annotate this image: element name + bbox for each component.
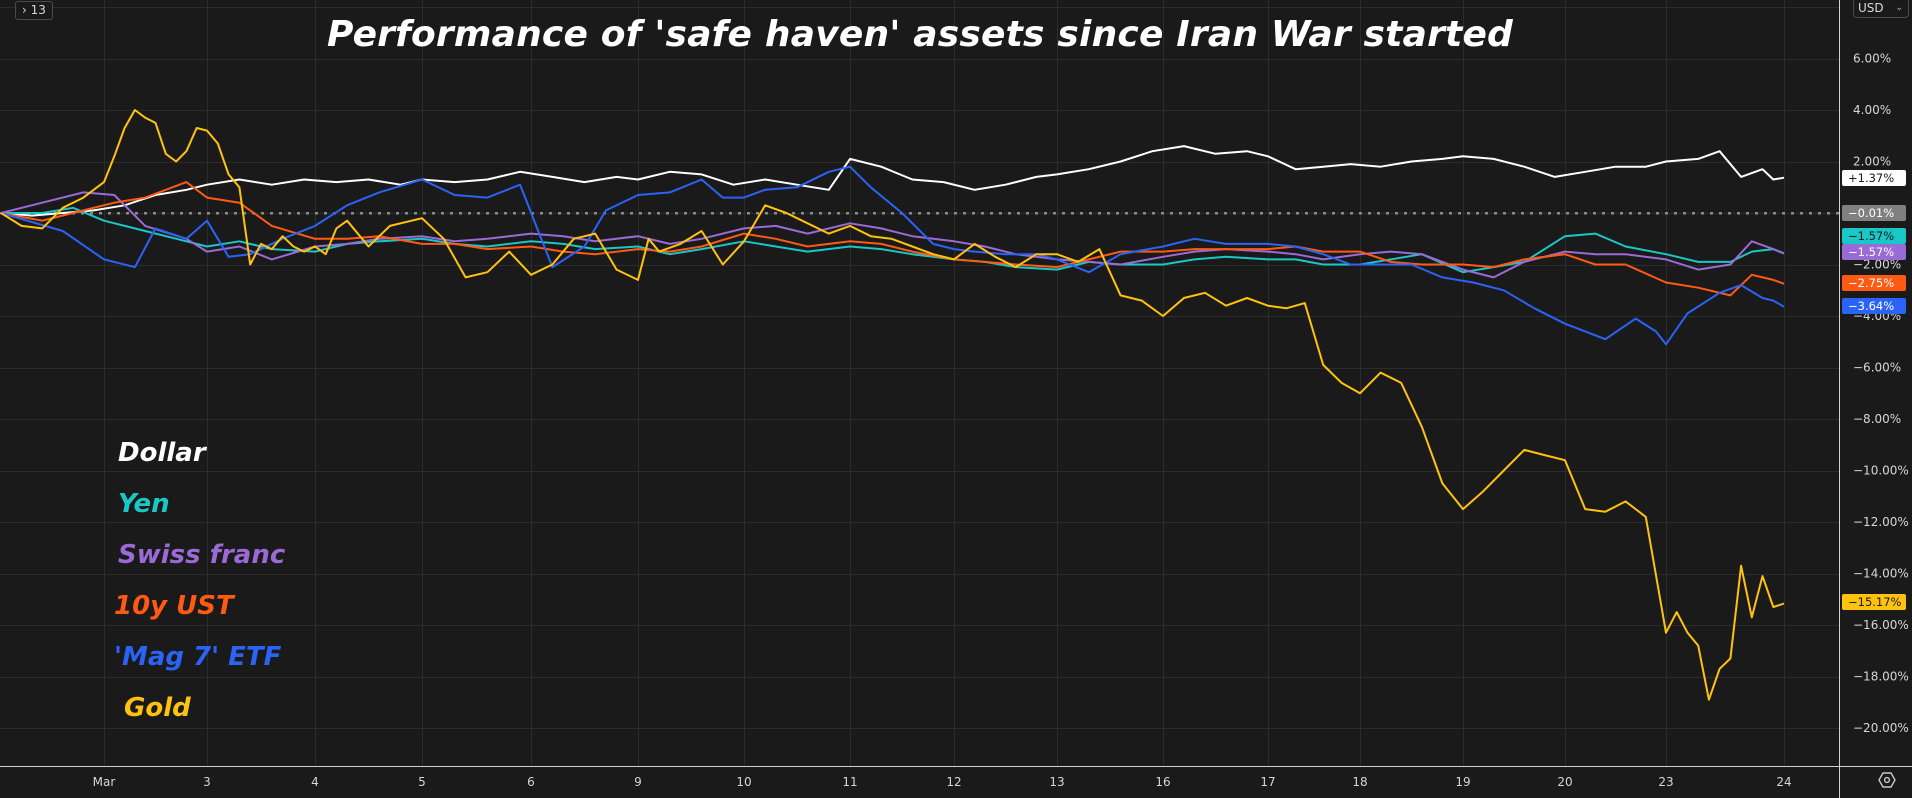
x-tick-label: 24 [1776, 775, 1791, 789]
svg-text:−15.17%: −15.17% [1848, 595, 1902, 609]
legend-item-gold: Gold [124, 693, 191, 723]
y-tick-label: −12.00% [1853, 515, 1909, 529]
baseline-value-badge: −0.01% [1842, 205, 1906, 221]
svg-text:−0.01%: −0.01% [1848, 206, 1894, 220]
legend: Dollar Yen Swiss franc 10y UST 'Mag 7' E… [114, 428, 286, 734]
y-tick-label: 2.00% [1853, 155, 1891, 169]
chart-title: Performance of 'safe haven' assets since… [326, 14, 1514, 55]
series-line-gold [0, 109, 1785, 701]
svg-text:−2.75%: −2.75% [1848, 276, 1894, 290]
collapse-toggle-button[interactable]: › 13 [15, 1, 53, 20]
x-tick-label: 18 [1352, 775, 1367, 789]
legend-item-swiss-franc: Swiss franc [118, 540, 286, 570]
y-tick-label: −6.00% [1853, 361, 1901, 375]
last-value-labels: −0.01% +1.37% −1.57% −1.57% −2.75% −3.64% −15.… [1842, 170, 1906, 610]
y-axis-ticks: 6.00%4.00%2.00%−2.00%−4.00%−6.00%−8.00%−… [1853, 52, 1909, 736]
last-value-badge-dollar: +1.37% [1842, 170, 1906, 186]
y-tick-label: 4.00% [1853, 103, 1891, 117]
last-value-badge-swiss-franc: −1.57% [1842, 244, 1906, 260]
x-tick-label: 9 [634, 775, 642, 789]
x-tick-label: 6 [527, 775, 535, 789]
currency-label: USD [1858, 1, 1884, 15]
last-value-badge-yen: −1.57% [1842, 228, 1906, 244]
series-line-dollar [0, 145, 1785, 217]
chevron-down-icon: ⌄ [1895, 3, 1903, 13]
y-tick-label: −20.00% [1853, 721, 1909, 735]
x-tick-label: 10 [736, 775, 751, 789]
chevron-right-icon: › [22, 3, 27, 17]
currency-selector[interactable]: USD ⌄ [1853, 0, 1909, 18]
last-value-badge-mag-7-etf: −3.64% [1842, 298, 1906, 314]
series-line-swiss-franc [0, 191, 1785, 279]
x-tick-label: 5 [418, 775, 426, 789]
y-tick-label: −14.00% [1853, 567, 1909, 581]
y-tick-label: −8.00% [1853, 412, 1901, 426]
x-tick-label: 13 [1049, 775, 1064, 789]
legend-item-10y-ust: 10y UST [114, 591, 234, 621]
settings-icon[interactable] [1877, 770, 1897, 790]
svg-text:−3.64%: −3.64% [1848, 299, 1894, 313]
x-tick-label: 23 [1658, 775, 1673, 789]
x-tick-label: Mar [93, 775, 116, 789]
series-line-10y-ust [0, 181, 1785, 297]
svg-text:−1.57%: −1.57% [1848, 245, 1894, 259]
x-axis-ticks: Mar 3 4 5 6 9 10 11 12 13 16 17 18 19 20 23 24 [93, 775, 1792, 789]
x-tick-label: 3 [203, 775, 211, 789]
series-line-mag-7-etf [0, 165, 1785, 346]
last-value-badge-10y-ust: −2.75% [1842, 275, 1906, 291]
collapse-count: 13 [30, 3, 46, 17]
legend-item-dollar: Dollar [118, 438, 206, 468]
grid-lines [0, 0, 1839, 766]
series-lines [0, 109, 1785, 701]
y-tick-label: −16.00% [1853, 618, 1909, 632]
x-tick-label: 12 [946, 775, 961, 789]
y-tick-label: 6.00% [1853, 52, 1891, 66]
y-tick-label: −10.00% [1853, 464, 1909, 478]
x-tick-label: 16 [1155, 775, 1170, 789]
last-value-badge-gold: −15.17% [1842, 594, 1906, 610]
x-tick-label: 11 [842, 775, 857, 789]
x-tick-label: 19 [1455, 775, 1470, 789]
x-tick-label: 4 [311, 775, 319, 789]
y-tick-label: −18.00% [1853, 670, 1909, 684]
x-tick-label: 20 [1557, 775, 1572, 789]
legend-item-mag7-etf: 'Mag 7' ETF [114, 642, 282, 672]
y-tick-label: −2.00% [1853, 258, 1901, 272]
legend-item-yen: Yen [118, 489, 170, 519]
x-tick-label: 17 [1260, 775, 1275, 789]
svg-text:−1.57%: −1.57% [1848, 229, 1894, 243]
svg-text:+1.37%: +1.37% [1848, 171, 1894, 185]
